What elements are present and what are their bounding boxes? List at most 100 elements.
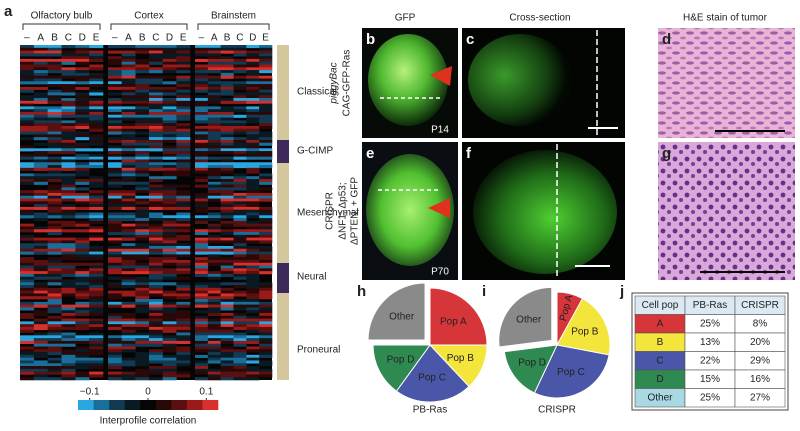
heatmap-cell — [33, 134, 48, 138]
heatmap-cell — [108, 232, 122, 236]
heatmap-cell — [149, 377, 163, 381]
heatmap-cell — [220, 201, 234, 205]
heatmap-cell — [149, 137, 163, 141]
heatmap-cell — [121, 218, 136, 222]
heatmap-cell — [47, 301, 62, 305]
heatmap-cell — [162, 220, 177, 224]
heatmap-cell — [207, 192, 221, 197]
heatmap-cell — [195, 100, 209, 104]
heatmap-cell — [246, 237, 260, 241]
heatmap-cell — [246, 192, 260, 197]
heatmap-cell — [162, 374, 177, 378]
heatmap-cell — [135, 173, 150, 177]
pie-slice — [533, 344, 610, 399]
heatmap-cell — [195, 240, 209, 244]
heatmap-cell — [61, 162, 76, 166]
heatmap-cell — [108, 315, 122, 319]
heatmap-cell — [61, 287, 76, 291]
heatmap-cell — [121, 226, 136, 230]
heatmap-cell — [162, 89, 177, 93]
heatmap-cell — [108, 374, 122, 378]
heatmap-cell — [135, 137, 150, 141]
heatmap-cell — [89, 285, 104, 289]
heatmap-cell — [246, 335, 260, 339]
heatmap-cell — [108, 125, 122, 130]
heatmap-cell — [33, 156, 48, 160]
heatmap-cell — [149, 307, 163, 311]
heatmap-cell — [33, 167, 48, 171]
heatmap-cell — [61, 86, 76, 90]
heatmap-cell — [61, 61, 76, 65]
heatmap-cell — [220, 318, 234, 322]
heatmap-cell — [207, 125, 221, 130]
heatmap-cell — [20, 329, 35, 333]
heatmap-cell — [89, 335, 104, 339]
heatmap-cell — [135, 246, 150, 250]
heatmap-cell — [108, 162, 122, 166]
heatmap-cell — [233, 324, 247, 328]
heatmap-cell — [220, 167, 234, 171]
heatmap-cell — [75, 153, 90, 157]
heatmap-cell — [75, 229, 90, 233]
heatmap-cell — [89, 78, 104, 82]
heatmap-cell — [75, 53, 90, 57]
heatmap-cell — [162, 109, 177, 113]
heatmap-cell — [246, 215, 260, 219]
heatmap-cell — [108, 67, 122, 71]
heatmap-cell — [207, 181, 221, 185]
heatmap-cell — [220, 262, 234, 266]
heatmap-cell — [89, 279, 104, 283]
heatmap-cell — [135, 279, 150, 283]
heatmap-cell — [121, 204, 136, 208]
heatmap-cell — [121, 89, 136, 93]
heatmap-cell — [75, 313, 90, 317]
heatmap-cell — [61, 307, 76, 311]
heatmap-cell — [246, 67, 260, 71]
heatmap-cell — [233, 192, 247, 197]
heatmap-cell — [135, 251, 150, 255]
heatmap-cell — [89, 254, 104, 258]
heatmap-cell — [220, 117, 234, 121]
heatmap-cell — [61, 70, 76, 74]
heatmap-cell — [220, 139, 234, 144]
heatmap-cell — [108, 148, 122, 152]
heatmap-cell — [176, 301, 191, 305]
heatmap-cell — [176, 265, 191, 269]
column-label: A — [211, 33, 218, 44]
heatmap-cell — [233, 148, 247, 152]
heatmap-cell — [195, 120, 209, 124]
heatmap-cell — [246, 114, 260, 118]
heatmap-cell — [176, 243, 191, 247]
heatmap-cell — [89, 67, 104, 71]
slice-label: Pop A — [440, 316, 467, 327]
heatmap-cell — [121, 137, 136, 141]
heatmap-cell — [61, 156, 76, 160]
heatmap-cell — [47, 75, 62, 79]
heatmap-cell — [207, 165, 221, 169]
heatmap-cell — [121, 282, 136, 286]
heatmap-cell — [195, 366, 209, 370]
heatmap-cell — [162, 232, 177, 236]
heatmap-cell — [47, 232, 62, 236]
heatmap-cell — [233, 151, 247, 155]
heatmap-cell — [162, 296, 177, 300]
heatmap-cell — [135, 84, 150, 88]
heatmap-cell — [195, 232, 209, 236]
heatmap-cell — [207, 187, 221, 191]
heatmap-cell — [135, 103, 150, 107]
heatmap-cell — [89, 123, 104, 127]
heatmap-cell — [33, 276, 48, 280]
heatmap-cell — [176, 304, 191, 308]
heatmap-cell — [121, 301, 136, 305]
heatmap-cell — [135, 64, 150, 68]
heatmap-cell — [121, 335, 136, 339]
heatmap-cell — [61, 50, 76, 54]
column-label: A — [125, 33, 132, 44]
heatmap-cell — [259, 81, 273, 85]
heatmap-cell — [149, 279, 163, 283]
heatmap-cell — [246, 139, 260, 144]
heatmap-cell — [89, 206, 104, 211]
heatmap-cell — [20, 282, 35, 286]
brain-image — [366, 154, 454, 266]
heatmap-cell — [162, 335, 177, 339]
